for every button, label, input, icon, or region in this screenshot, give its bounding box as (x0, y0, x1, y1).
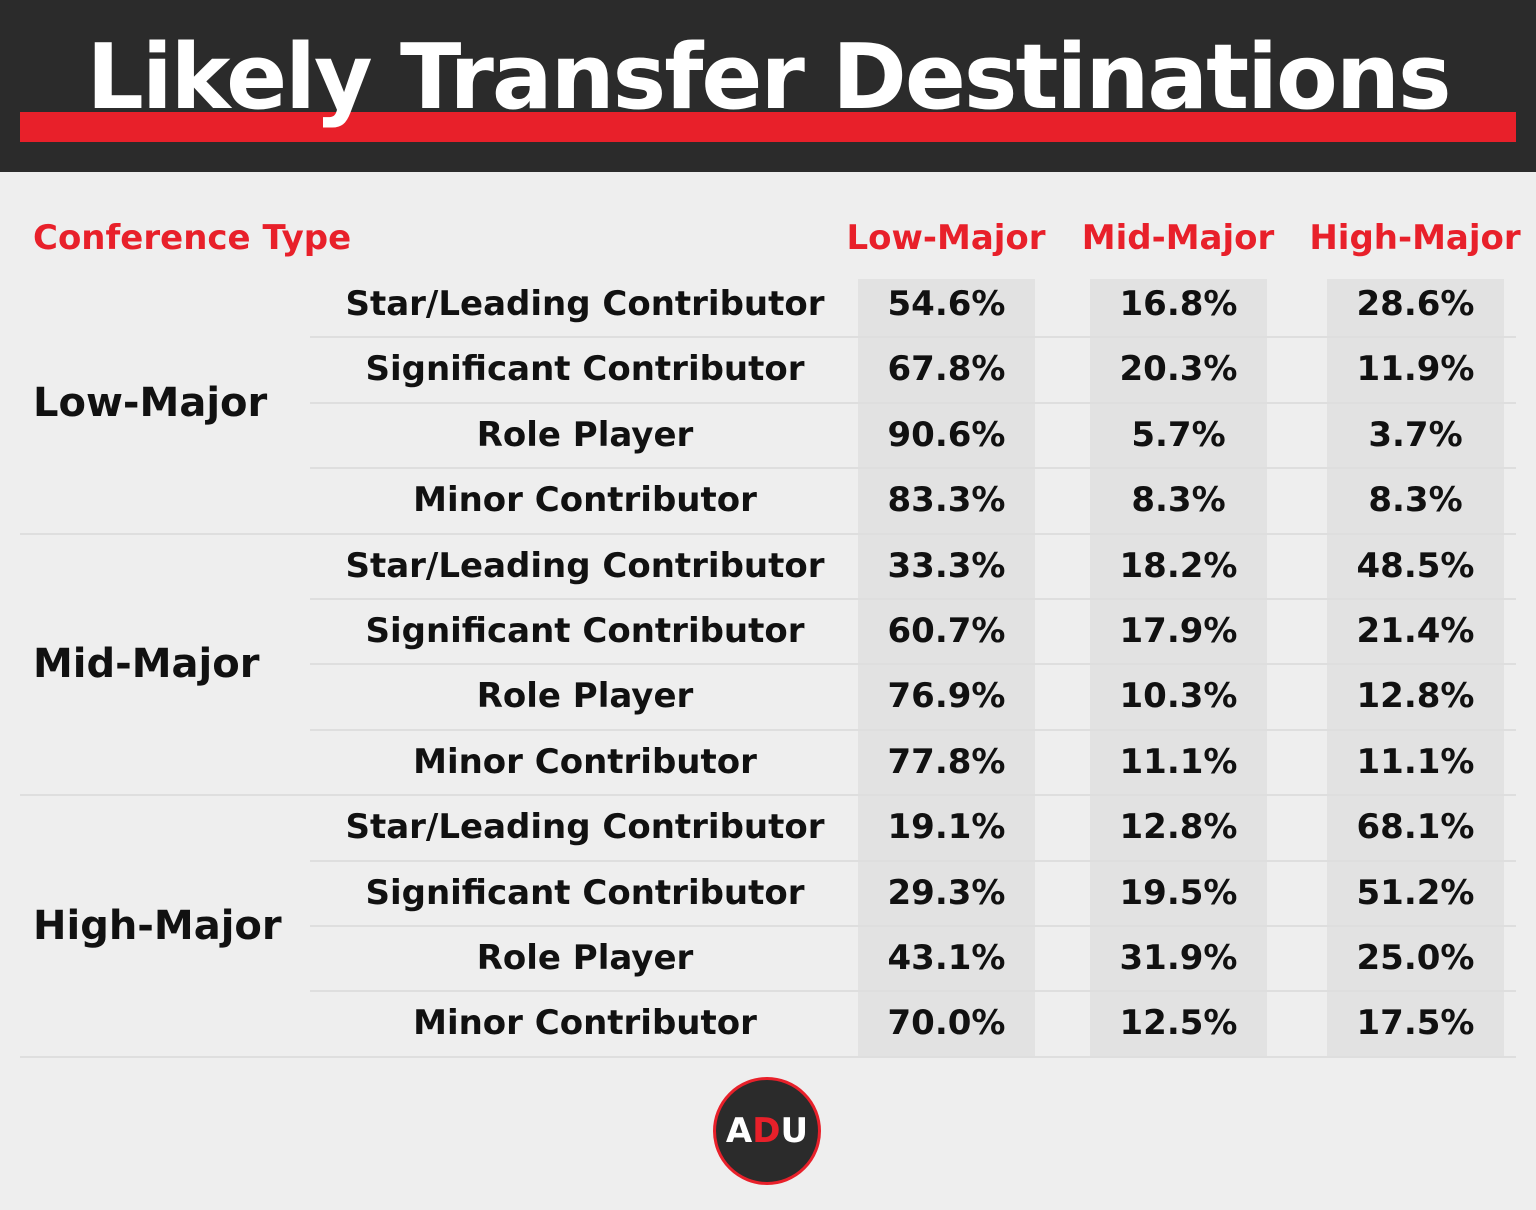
row-divider (310, 663, 1516, 665)
group-divider (20, 794, 1516, 796)
value-cell: 90.6% (887, 414, 1006, 455)
logo-letter-a: A (725, 1111, 753, 1151)
adu-logo: ADU (713, 1077, 821, 1185)
value-cell: 77.8% (887, 741, 1006, 782)
row-label: Star/Leading Contributor (345, 807, 825, 848)
value-cell: 83.3% (887, 480, 1006, 521)
value-cell: 12.8% (1119, 807, 1238, 848)
value-cell: 17.9% (1119, 611, 1238, 651)
value-cell: 48.5% (1356, 545, 1475, 586)
row-label: Role Player (476, 676, 694, 717)
value-cell: 54.6% (887, 284, 1006, 324)
value-cell: 3.7% (1368, 414, 1463, 455)
row-divider (310, 467, 1516, 469)
row-label: Role Player (476, 414, 694, 455)
value-cell: 19.1% (887, 807, 1006, 848)
column-header: Low-Major (846, 218, 1046, 258)
row-divider (310, 598, 1516, 600)
value-cell: 19.5% (1119, 872, 1238, 913)
row-label: Minor Contributor (413, 1003, 757, 1044)
value-cell: 70.0% (887, 1003, 1006, 1044)
column-header: High-Major (1309, 218, 1521, 258)
value-cell: 20.3% (1119, 349, 1238, 390)
row-header-label: Conference Type (33, 218, 352, 258)
value-cell: 8.3% (1131, 480, 1226, 521)
value-cell: 12.8% (1356, 676, 1475, 717)
value-cell: 5.7% (1131, 414, 1226, 455)
value-cell: 25.0% (1356, 938, 1475, 978)
value-cell: 16.8% (1119, 284, 1238, 324)
group-divider (20, 1056, 1516, 1058)
value-cell: 76.9% (887, 676, 1006, 717)
page-title: Likely Transfer Destinations (86, 25, 1451, 130)
value-cell: 11.1% (1119, 741, 1238, 782)
row-label: Star/Leading Contributor (345, 284, 825, 324)
logo-letter-u: U (780, 1111, 809, 1151)
group-label: Mid-Major (33, 641, 260, 688)
value-cell: 8.3% (1368, 480, 1463, 521)
value-cell: 18.2% (1119, 545, 1238, 586)
row-label: Minor Contributor (413, 480, 757, 521)
value-cell: 21.4% (1356, 611, 1475, 651)
value-cell: 51.2% (1356, 872, 1475, 913)
value-cell: 12.5% (1119, 1003, 1238, 1044)
row-label: Significant Contributor (365, 349, 805, 390)
row-divider (310, 990, 1516, 992)
row-label: Significant Contributor (365, 611, 805, 651)
row-divider (310, 729, 1516, 731)
logo-letter-d: D (752, 1111, 781, 1151)
value-cell: 31.9% (1119, 938, 1238, 978)
value-cell: 17.5% (1356, 1003, 1475, 1044)
row-label: Star/Leading Contributor (345, 545, 825, 586)
value-cell: 67.8% (887, 349, 1006, 390)
row-divider (310, 336, 1516, 338)
column-header: Mid-Major (1081, 218, 1275, 258)
value-cell: 33.3% (887, 545, 1006, 586)
value-cell: 68.1% (1356, 807, 1475, 848)
value-cell: 28.6% (1356, 284, 1475, 324)
value-cell: 43.1% (887, 938, 1006, 978)
row-divider (310, 860, 1516, 862)
row-divider (310, 402, 1516, 404)
group-label: High-Major (33, 903, 282, 949)
value-cell: 11.9% (1356, 349, 1475, 390)
value-cell: 29.3% (887, 872, 1006, 913)
value-cell: 10.3% (1119, 676, 1238, 717)
row-label: Minor Contributor (413, 741, 757, 782)
value-cell: 11.1% (1356, 741, 1475, 782)
row-label: Role Player (476, 938, 694, 978)
row-label: Significant Contributor (365, 872, 805, 913)
title-header: Likely Transfer Destinations (0, 0, 1536, 172)
group-label: Low-Major (33, 379, 268, 426)
value-cell: 60.7% (887, 611, 1006, 651)
title-underline (20, 112, 1516, 142)
row-divider (310, 925, 1516, 927)
group-divider (20, 533, 1516, 535)
